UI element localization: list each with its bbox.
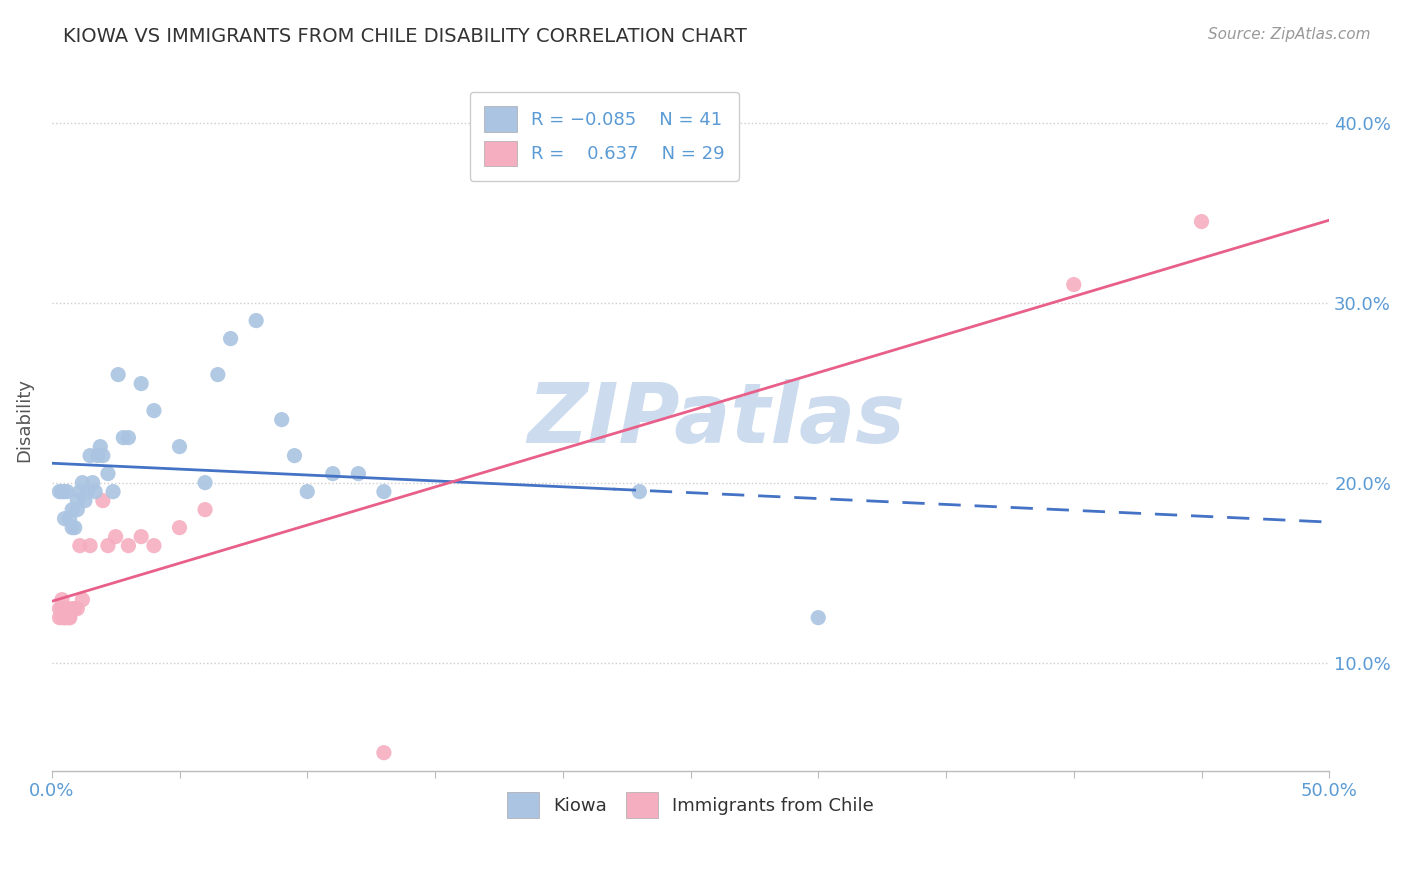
Point <box>84 484 107 499</box>
Y-axis label: Disability: Disability <box>15 377 32 461</box>
Point <box>91 493 114 508</box>
Point <box>117 539 139 553</box>
Point <box>69 484 91 499</box>
Point <box>63 601 86 615</box>
Point <box>194 502 217 516</box>
Point <box>107 368 129 382</box>
Text: ZIPatlas: ZIPatlas <box>527 379 905 460</box>
Point <box>1191 214 1213 228</box>
Legend: Kiowa, Immigrants from Chile: Kiowa, Immigrants from Chile <box>499 785 882 825</box>
Point <box>373 746 395 760</box>
Point <box>87 449 110 463</box>
Point <box>66 502 89 516</box>
Point <box>101 484 124 499</box>
Point <box>129 530 152 544</box>
Point <box>73 493 96 508</box>
Point <box>51 484 73 499</box>
Point <box>48 601 70 615</box>
Point <box>56 601 79 615</box>
Point <box>219 332 242 346</box>
Point <box>207 368 229 382</box>
Point <box>373 484 395 499</box>
Text: Source: ZipAtlas.com: Source: ZipAtlas.com <box>1208 27 1371 42</box>
Point <box>66 601 89 615</box>
Point <box>51 610 73 624</box>
Point <box>169 521 191 535</box>
Point <box>60 521 83 535</box>
Point <box>72 592 94 607</box>
Point <box>245 313 267 327</box>
Point <box>51 592 73 607</box>
Point <box>97 467 120 481</box>
Point <box>53 601 76 615</box>
Point <box>72 475 94 490</box>
Point <box>79 449 101 463</box>
Point <box>51 601 73 615</box>
Point <box>59 511 82 525</box>
Point <box>59 610 82 624</box>
Point <box>89 440 111 454</box>
Point <box>48 484 70 499</box>
Point <box>82 475 104 490</box>
Point <box>142 403 165 417</box>
Point <box>112 431 135 445</box>
Point <box>53 610 76 624</box>
Point <box>56 610 79 624</box>
Text: KIOWA VS IMMIGRANTS FROM CHILE DISABILITY CORRELATION CHART: KIOWA VS IMMIGRANTS FROM CHILE DISABILIT… <box>63 27 747 45</box>
Point <box>53 511 76 525</box>
Point <box>117 431 139 445</box>
Point <box>169 440 191 454</box>
Point <box>194 475 217 490</box>
Point <box>807 610 830 624</box>
Point <box>56 484 79 499</box>
Point <box>1063 277 1085 292</box>
Point <box>59 610 82 624</box>
Point <box>53 610 76 624</box>
Point <box>66 493 89 508</box>
Point <box>283 449 305 463</box>
Point <box>347 467 370 481</box>
Point <box>48 610 70 624</box>
Point <box>60 601 83 615</box>
Point <box>129 376 152 391</box>
Point <box>91 449 114 463</box>
Point <box>104 530 127 544</box>
Point <box>76 484 98 499</box>
Point <box>60 502 83 516</box>
Point <box>142 539 165 553</box>
Point <box>79 539 101 553</box>
Point <box>63 521 86 535</box>
Point <box>97 539 120 553</box>
Point <box>628 484 651 499</box>
Point <box>53 484 76 499</box>
Point <box>322 467 344 481</box>
Point <box>270 412 292 426</box>
Point <box>69 539 91 553</box>
Point <box>297 484 319 499</box>
